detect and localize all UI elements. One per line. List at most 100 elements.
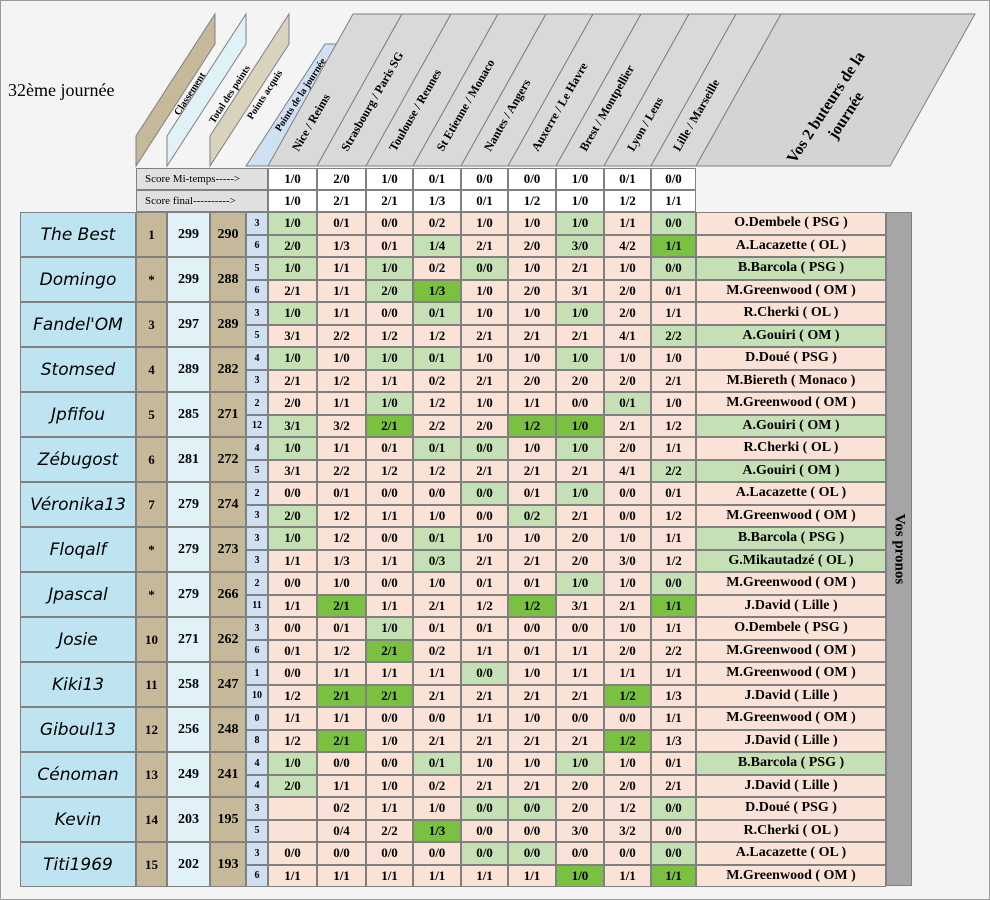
prono-cell: 1/0 <box>508 752 556 775</box>
prono-cell: 0/1 <box>508 572 556 595</box>
prono-cell: 1/1 <box>651 707 696 730</box>
prono-cell: 0/0 <box>556 617 604 640</box>
prono-cell: 0/0 <box>366 212 413 235</box>
prono-cell: 1/0 <box>413 797 461 820</box>
prono-cell: 1/1 <box>317 302 366 325</box>
prono-cell: 2/1 <box>366 415 413 438</box>
scorer-pick: A.Gouiri ( OM ) <box>696 415 886 438</box>
prono-cell: 3/0 <box>556 820 604 843</box>
halftime-score: 0/0 <box>651 168 696 190</box>
prono-cell <box>268 797 317 820</box>
prono-cell: 2/1 <box>461 550 508 573</box>
player-rank: * <box>136 572 167 617</box>
prono-cell: 2/0 <box>604 775 651 798</box>
player-total: 285 <box>167 392 210 437</box>
prono-cell: 0/1 <box>651 280 696 303</box>
prono-cell: 1/0 <box>604 257 651 280</box>
prono-cell: 0/1 <box>317 617 366 640</box>
prono-cell: 1/2 <box>604 685 651 708</box>
scorer-pick: R.Cherki ( OL ) <box>696 302 886 325</box>
prono-cell: 1/1 <box>317 662 366 685</box>
player-name: Véronika13 <box>20 482 136 527</box>
player-name: Titi1969 <box>20 842 136 887</box>
prono-cell: 0/0 <box>268 842 317 865</box>
prono-cell: 2/1 <box>604 595 651 618</box>
prono-cell: 0/0 <box>604 505 651 528</box>
prono-cell: 2/0 <box>556 797 604 820</box>
prono-cell: 2/0 <box>604 280 651 303</box>
player-points-acquis: 273 <box>210 527 246 572</box>
day-points: 10 <box>246 685 268 708</box>
scorer-pick: M.Greenwood ( OM ) <box>696 662 886 685</box>
prono-cell: 0/0 <box>651 842 696 865</box>
prono-cell: 2/1 <box>556 257 604 280</box>
prono-cell: 1/1 <box>508 865 556 888</box>
scorer-pick: M.Greenwood ( OM ) <box>696 640 886 663</box>
halftime-score: 2/0 <box>317 168 366 190</box>
prono-cell: 2/1 <box>366 640 413 663</box>
player-points-acquis: 248 <box>210 707 246 752</box>
prono-cell: 2/0 <box>268 505 317 528</box>
player-rank: 1 <box>136 212 167 257</box>
prono-cell: 0/0 <box>604 482 651 505</box>
prono-cell: 0/0 <box>651 797 696 820</box>
prono-cell: 2/1 <box>317 685 366 708</box>
prono-cell: 1/0 <box>508 527 556 550</box>
prono-cell: 0/0 <box>461 662 508 685</box>
prono-cell: 1/0 <box>268 347 317 370</box>
prono-cell: 0/0 <box>268 572 317 595</box>
prono-cell: 0/0 <box>366 302 413 325</box>
prono-cell: 1/1 <box>651 527 696 550</box>
halftime-score: 0/1 <box>413 168 461 190</box>
player-name: Domingo <box>20 257 136 302</box>
prono-cell: 0/0 <box>461 797 508 820</box>
player-rank: 11 <box>136 662 167 707</box>
prono-cell: 1/2 <box>651 415 696 438</box>
final-score: 2/1 <box>317 190 366 212</box>
prono-cell: 2/0 <box>508 370 556 393</box>
prono-cell: 0/1 <box>651 752 696 775</box>
prono-cell: 3/1 <box>556 595 604 618</box>
scorer-pick: D.Doué ( PSG ) <box>696 797 886 820</box>
prono-cell: 3/2 <box>317 415 366 438</box>
prono-cell: 2/0 <box>508 280 556 303</box>
day-points: 6 <box>246 235 268 258</box>
day-points: 3 <box>246 505 268 528</box>
prono-cell: 1/0 <box>651 392 696 415</box>
prono-cell: 0/1 <box>413 437 461 460</box>
player-rank: 5 <box>136 392 167 437</box>
player-points-acquis: 274 <box>210 482 246 527</box>
prono-cell: 0/0 <box>317 752 366 775</box>
prono-cell: 0/0 <box>508 617 556 640</box>
halftime-score: 0/0 <box>461 168 508 190</box>
vos-pronos-label: Vos pronos <box>891 514 908 584</box>
final-score: 1/1 <box>651 190 696 212</box>
scorer-pick: R.Cherki ( OL ) <box>696 820 886 843</box>
day-points: 3 <box>246 842 268 865</box>
day-points: 3 <box>246 527 268 550</box>
prono-cell: 1/2 <box>366 325 413 348</box>
prono-cell: 2/1 <box>461 235 508 258</box>
prono-cell: 2/1 <box>461 460 508 483</box>
prono-cell: 1/1 <box>461 865 508 888</box>
prono-cell: 0/0 <box>461 505 508 528</box>
prono-cell: 0/0 <box>366 707 413 730</box>
prono-cell: 1/1 <box>651 662 696 685</box>
prono-cell: 2/0 <box>604 640 651 663</box>
prono-cell: 1/0 <box>604 347 651 370</box>
prono-cell: 0/1 <box>413 347 461 370</box>
halftime-score: 1/0 <box>268 168 317 190</box>
prono-cell: 1/1 <box>413 662 461 685</box>
prono-cell: 4/1 <box>604 460 651 483</box>
prono-cell: 2/2 <box>413 415 461 438</box>
prono-cell: 0/4 <box>317 820 366 843</box>
column-headers: Nice / Reims Strasbourg / Paris SGToulous… <box>0 0 990 170</box>
prono-cell: 1/1 <box>604 212 651 235</box>
prono-cell: 0/2 <box>508 505 556 528</box>
prono-cell: 2/1 <box>461 325 508 348</box>
prono-cell: 1/0 <box>461 280 508 303</box>
player-total: 299 <box>167 257 210 302</box>
player-points-acquis: 195 <box>210 797 246 842</box>
player-rank: 7 <box>136 482 167 527</box>
prono-cell: 0/0 <box>651 212 696 235</box>
